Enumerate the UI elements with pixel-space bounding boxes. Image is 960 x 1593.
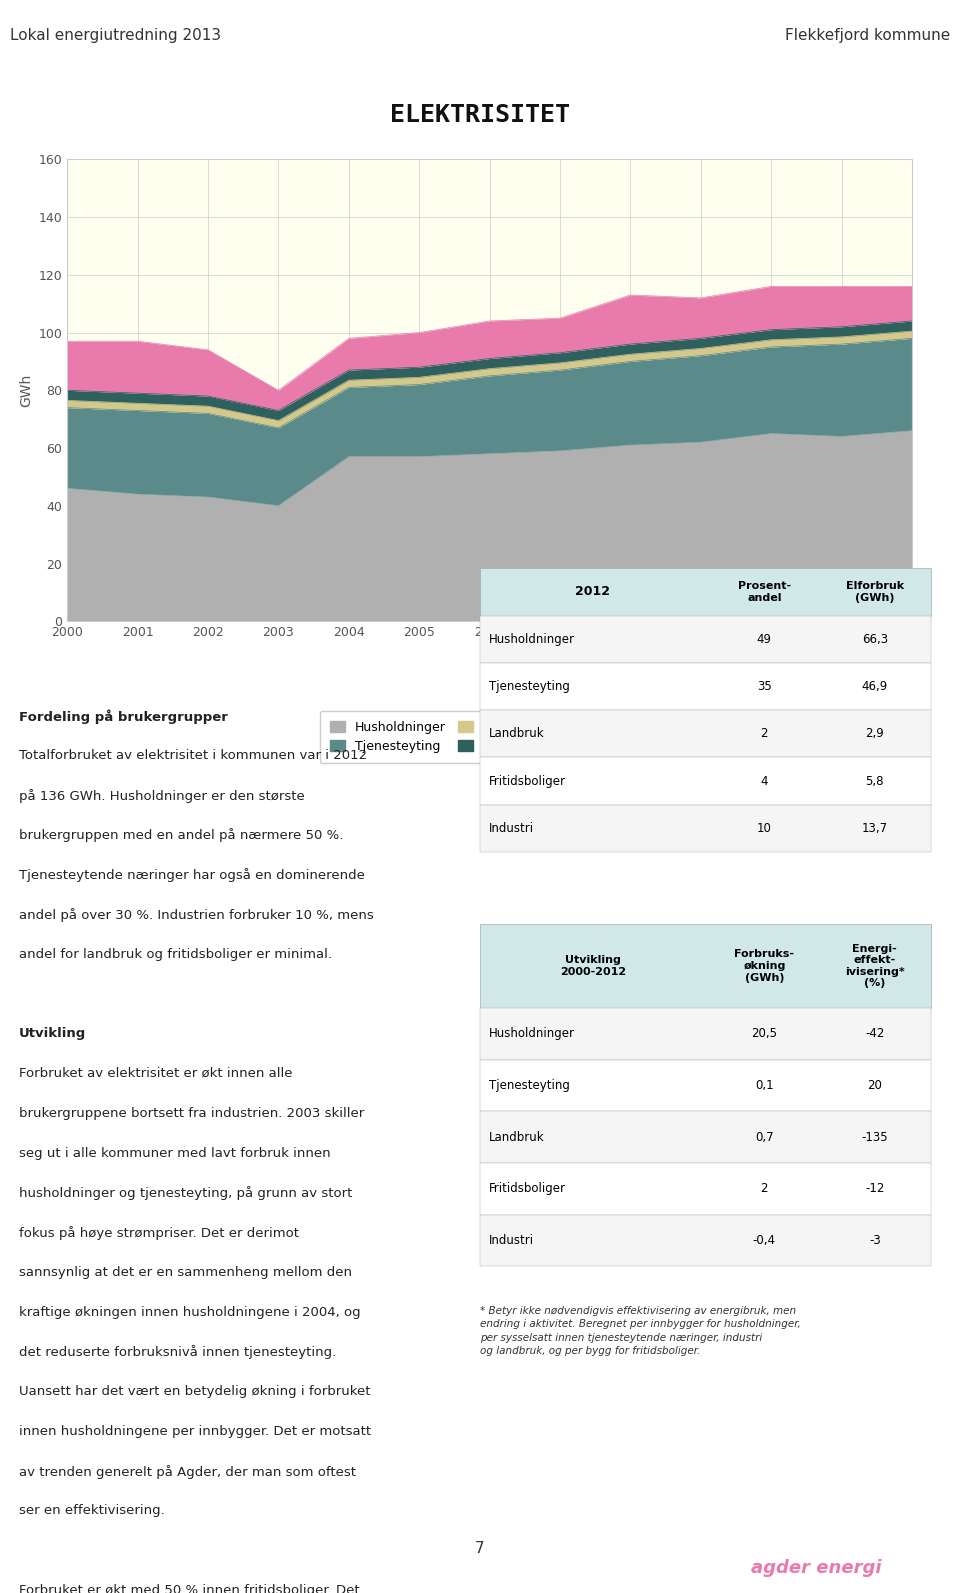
Text: 0,1: 0,1 xyxy=(755,1078,774,1091)
Text: -3: -3 xyxy=(869,1235,880,1247)
Text: 2: 2 xyxy=(760,728,768,741)
Text: Landbruk: Landbruk xyxy=(489,1131,544,1144)
Text: andel for landbruk og fritidsboliger er minimal.: andel for landbruk og fritidsboliger er … xyxy=(19,948,332,961)
FancyBboxPatch shape xyxy=(480,804,931,852)
Text: 66,3: 66,3 xyxy=(862,632,888,645)
Text: kraftige økningen innen husholdningene i 2004, og: kraftige økningen innen husholdningene i… xyxy=(19,1306,361,1319)
Text: 20: 20 xyxy=(868,1078,882,1091)
Text: 13,7: 13,7 xyxy=(862,822,888,835)
Text: brukergruppen med en andel på nærmere 50 %.: brukergruppen med en andel på nærmere 50… xyxy=(19,828,344,843)
Legend: Husholdninger, Tjenesteyting, Landbruk, Fritidsboliger, Industri: Husholdninger, Tjenesteyting, Landbruk, … xyxy=(320,710,660,763)
Text: seg ut i alle kommuner med lavt forbruk innen: seg ut i alle kommuner med lavt forbruk … xyxy=(19,1147,331,1160)
Text: av trenden generelt på Agder, der man som oftest: av trenden generelt på Agder, der man so… xyxy=(19,1464,356,1478)
FancyBboxPatch shape xyxy=(480,569,931,615)
Text: ser en effektivisering.: ser en effektivisering. xyxy=(19,1504,165,1518)
Text: Elforbruk
(GWh): Elforbruk (GWh) xyxy=(846,581,904,602)
Text: Totalforbruket av elektrisitet i kommunen var i 2012: Totalforbruket av elektrisitet i kommune… xyxy=(19,749,368,761)
Text: Husholdninger: Husholdninger xyxy=(489,632,575,645)
Text: sannsynlig at det er en sammenheng mellom den: sannsynlig at det er en sammenheng mello… xyxy=(19,1266,352,1279)
Y-axis label: GWh: GWh xyxy=(19,374,33,406)
Text: Forbruket er økt med 50 % innen fritidsboliger. Det: Forbruket er økt med 50 % innen fritidsb… xyxy=(19,1583,360,1593)
Text: Forbruks-
økning
(GWh): Forbruks- økning (GWh) xyxy=(734,949,794,983)
Text: 49: 49 xyxy=(756,632,772,645)
FancyBboxPatch shape xyxy=(480,1059,931,1112)
Text: -135: -135 xyxy=(861,1131,888,1144)
Text: 2012: 2012 xyxy=(575,585,611,599)
FancyBboxPatch shape xyxy=(480,1163,931,1214)
Text: Husholdninger: Husholdninger xyxy=(489,1027,575,1040)
Text: Fritidsboliger: Fritidsboliger xyxy=(489,774,566,787)
Text: 10: 10 xyxy=(756,822,772,835)
Text: -0,4: -0,4 xyxy=(753,1235,776,1247)
Text: agder energi: agder energi xyxy=(751,1558,881,1577)
Text: husholdninger og tjenesteyting, på grunn av stort: husholdninger og tjenesteyting, på grunn… xyxy=(19,1187,352,1200)
Text: Uansett har det vært en betydelig økning i forbruket: Uansett har det vært en betydelig økning… xyxy=(19,1386,371,1399)
FancyBboxPatch shape xyxy=(480,758,931,804)
Text: Fritidsboliger: Fritidsboliger xyxy=(489,1182,566,1195)
Text: 2: 2 xyxy=(760,1182,768,1195)
Text: 0,7: 0,7 xyxy=(755,1131,774,1144)
Text: Prosent-
andel: Prosent- andel xyxy=(737,581,791,602)
Text: 35: 35 xyxy=(756,680,772,693)
Text: ELEKTRISITET: ELEKTRISITET xyxy=(390,104,570,127)
Text: Lokal energiutredning 2013: Lokal energiutredning 2013 xyxy=(10,29,221,43)
Text: andel på over 30 %. Industrien forbruker 10 %, mens: andel på over 30 %. Industrien forbruker… xyxy=(19,908,374,922)
Text: Energi-
effekt-
ivisering*
(%): Energi- effekt- ivisering* (%) xyxy=(845,943,904,988)
Text: brukergruppene bortsett fra industrien. 2003 skiller: brukergruppene bortsett fra industrien. … xyxy=(19,1107,365,1120)
Text: 46,9: 46,9 xyxy=(862,680,888,693)
Text: -12: -12 xyxy=(865,1182,884,1195)
Text: Flekkefjord kommune: Flekkefjord kommune xyxy=(785,29,950,43)
Text: Utvikling: Utvikling xyxy=(19,1027,86,1040)
FancyBboxPatch shape xyxy=(480,1214,931,1266)
Text: Tjenesteyting: Tjenesteyting xyxy=(489,680,570,693)
FancyBboxPatch shape xyxy=(480,924,931,1008)
Text: Industri: Industri xyxy=(489,822,534,835)
Text: -42: -42 xyxy=(865,1027,884,1040)
FancyBboxPatch shape xyxy=(480,1112,931,1163)
Text: Landbruk: Landbruk xyxy=(489,728,544,741)
FancyBboxPatch shape xyxy=(480,1008,931,1059)
Text: Tjenesteyting: Tjenesteyting xyxy=(489,1078,570,1091)
Text: 20,5: 20,5 xyxy=(752,1027,778,1040)
Text: på 136 GWh. Husholdninger er den største: på 136 GWh. Husholdninger er den største xyxy=(19,789,305,803)
Text: Utvikling
2000-2012: Utvikling 2000-2012 xyxy=(560,956,626,977)
Text: innen husholdningene per innbygger. Det er motsatt: innen husholdningene per innbygger. Det … xyxy=(19,1424,372,1438)
Text: Tjenesteytende næringer har også en dominerende: Tjenesteytende næringer har også en domi… xyxy=(19,868,365,883)
FancyBboxPatch shape xyxy=(480,710,931,758)
Text: 2,9: 2,9 xyxy=(865,728,884,741)
Text: Forbruket av elektrisitet er økt innen alle: Forbruket av elektrisitet er økt innen a… xyxy=(19,1067,293,1080)
Text: * Betyr ikke nødvendigvis effektivisering av energibruk, men
endring i aktivitet: * Betyr ikke nødvendigvis effektiviserin… xyxy=(480,1306,801,1356)
Text: Industri: Industri xyxy=(489,1235,534,1247)
Text: fokus på høye strømpriser. Det er derimot: fokus på høye strømpriser. Det er derimo… xyxy=(19,1227,300,1239)
Text: Fordeling på brukergrupper: Fordeling på brukergrupper xyxy=(19,709,228,723)
Text: det reduserte forbruksnivå innen tjenesteyting.: det reduserte forbruksnivå innen tjenest… xyxy=(19,1346,336,1359)
Text: 7: 7 xyxy=(475,1540,485,1556)
Text: 5,8: 5,8 xyxy=(866,774,884,787)
FancyBboxPatch shape xyxy=(480,615,931,663)
FancyBboxPatch shape xyxy=(480,663,931,710)
Text: 4: 4 xyxy=(760,774,768,787)
